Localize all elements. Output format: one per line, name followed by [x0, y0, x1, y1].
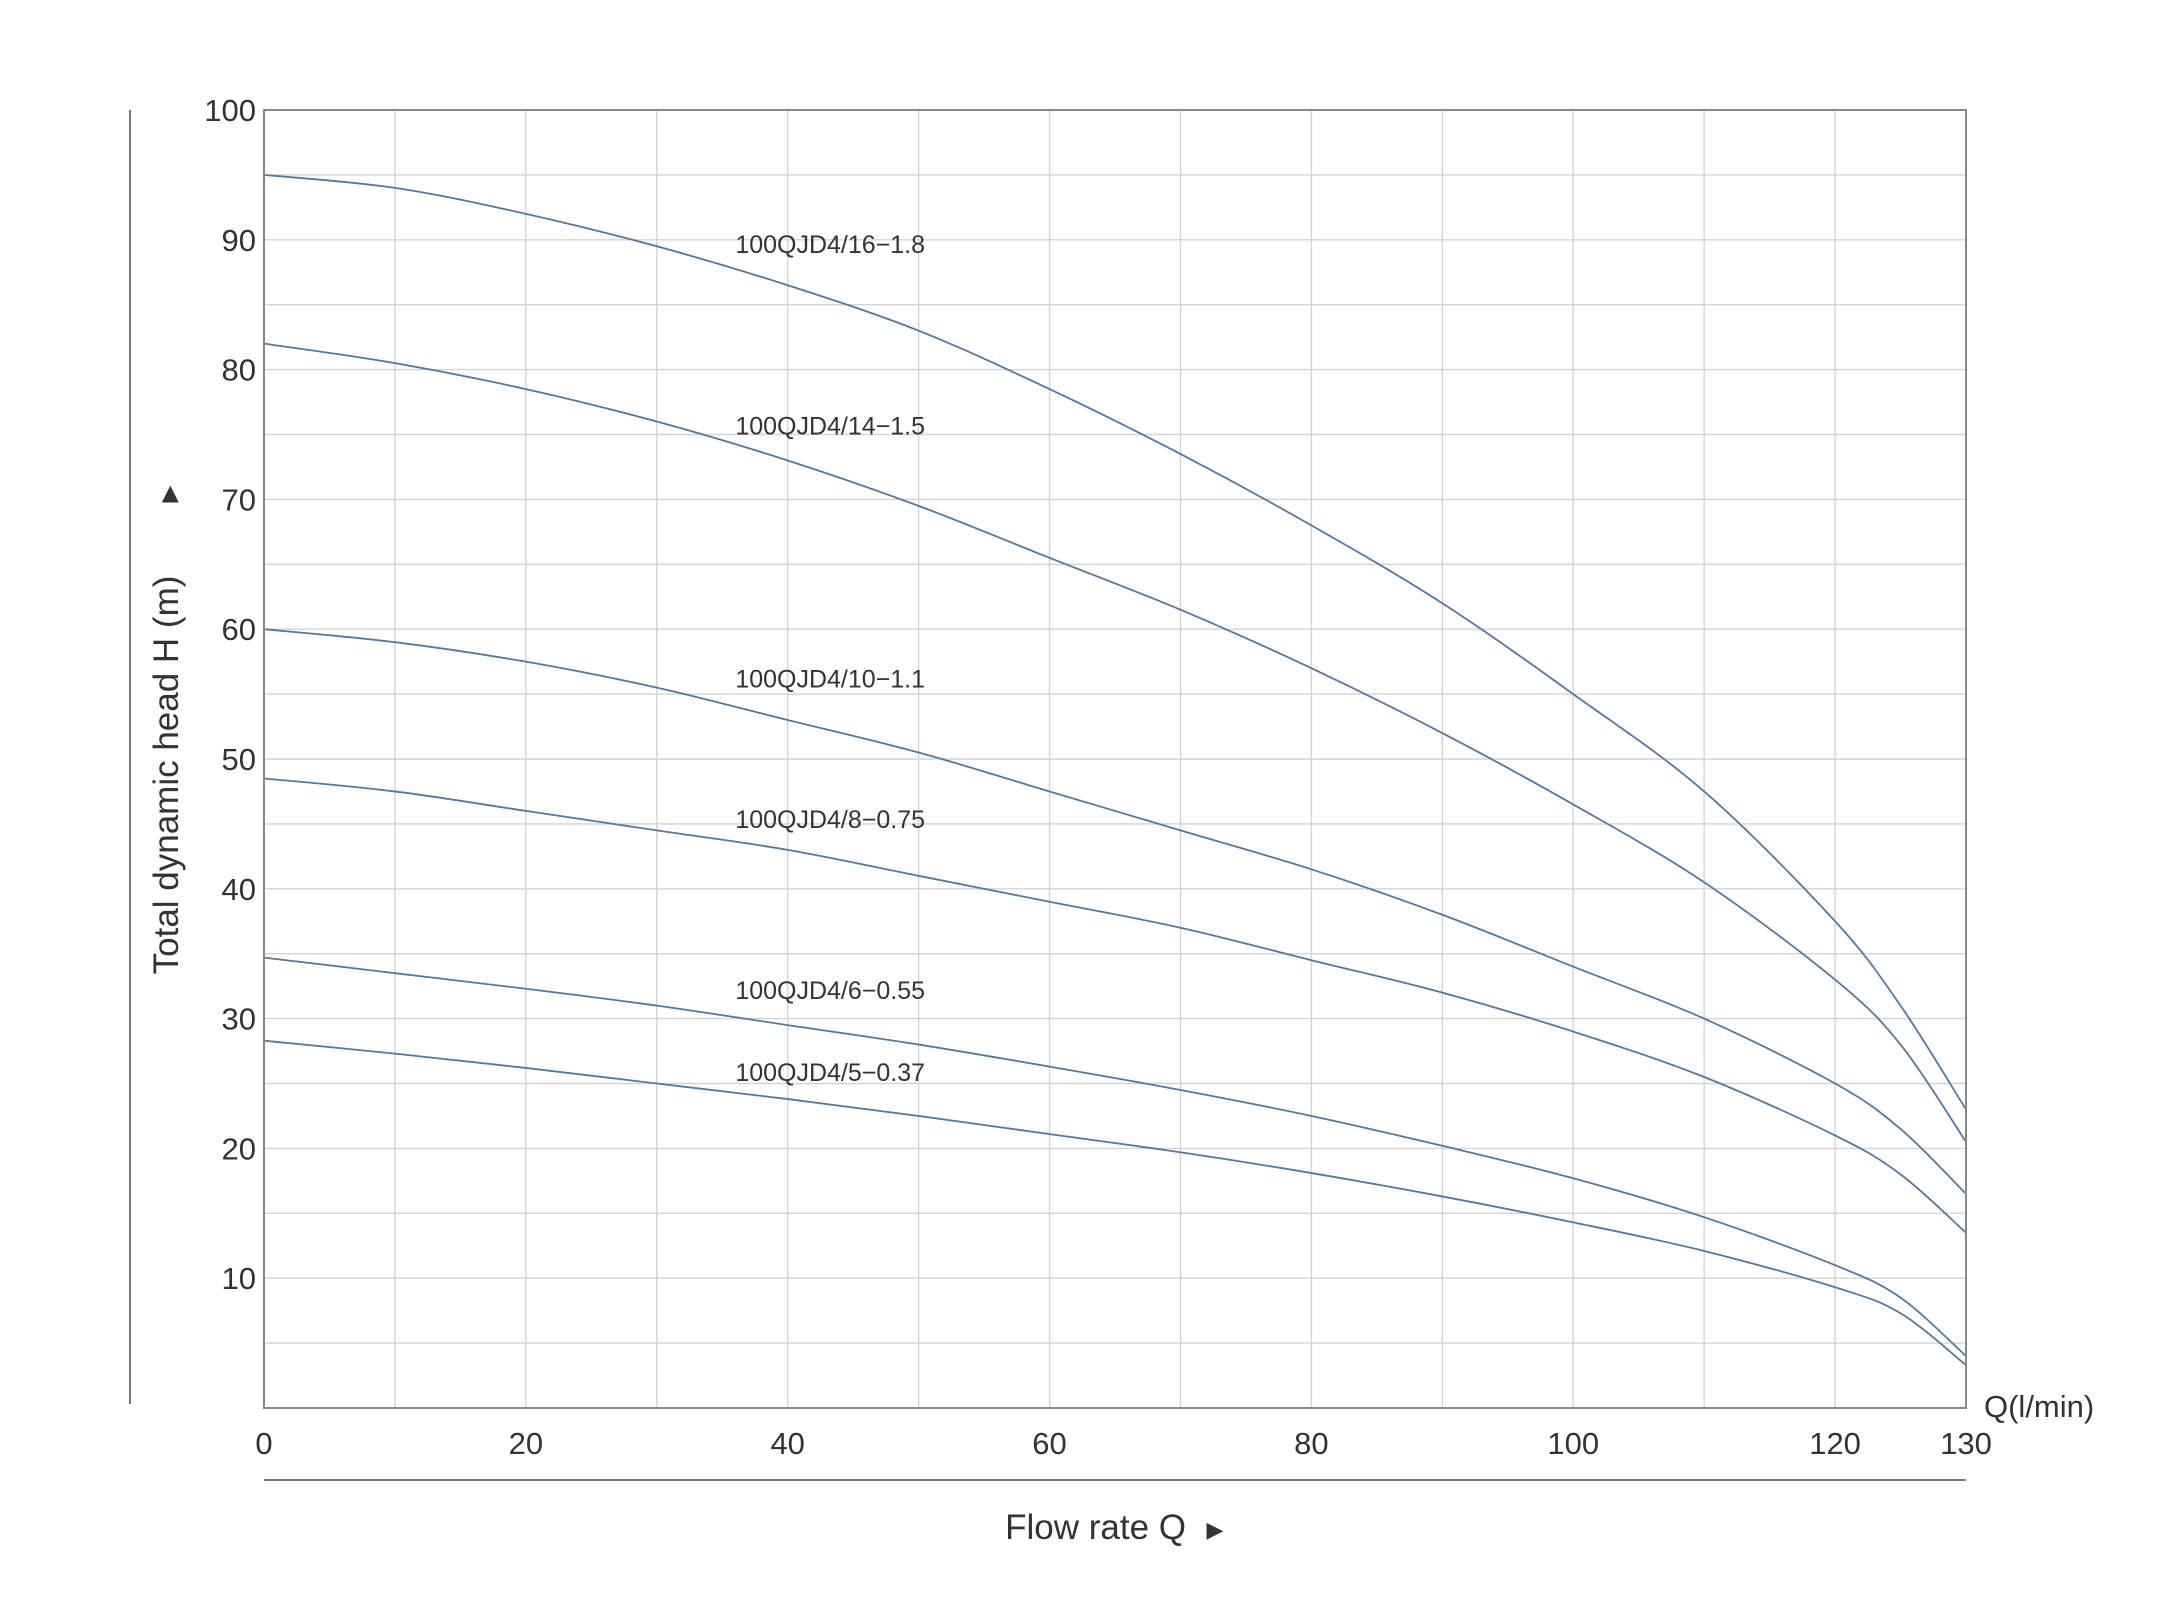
x-tick-label: 0	[255, 1426, 272, 1461]
series-label: 100QJD4/8−0.75	[735, 806, 925, 834]
series-label: 100QJD4/10−1.1	[735, 666, 925, 694]
x-tick-label: 100	[1547, 1426, 1599, 1461]
x-tick-label: 40	[770, 1426, 804, 1461]
y-tick-label: 70	[222, 482, 256, 517]
tick-labels: 0 20 40 60 80 100 120 130 10 20 30 40 50 60 70 80 90 100	[204, 93, 1992, 1461]
y-tick-label: 50	[222, 742, 256, 777]
y-tick-label: 60	[222, 612, 256, 647]
x-tick-label: 120	[1809, 1426, 1861, 1461]
plot-frame	[263, 109, 1967, 1409]
y-tick-label: 10	[222, 1261, 256, 1296]
y-axis-arrow: ▶	[157, 485, 182, 502]
y-tick-label: 90	[222, 223, 256, 258]
series-line	[263, 1039, 1967, 1366]
svg-text:Total dynamic head H (m): Total dynamic head H (m)	[147, 576, 186, 975]
series-line	[263, 174, 1967, 1110]
series-line	[263, 342, 1967, 1143]
x-tick-label: 60	[1032, 1426, 1066, 1461]
y-tick-label: 20	[222, 1131, 256, 1166]
x-axis-arrow: ▶	[1207, 1518, 1224, 1543]
series-labels: 100QJD4/16−1.8 100QJD4/14−1.5 100QJD4/10−1…	[735, 231, 925, 1087]
series-line	[263, 777, 1967, 1234]
series-label: 100QJD4/6−0.55	[735, 977, 925, 1005]
series-line	[263, 956, 1967, 1357]
series-label: 100QJD4/5−0.37	[735, 1059, 925, 1087]
y-axis-title: Total dynamic head H (m) ▶	[147, 485, 186, 974]
x-axis-title: Flow rate Q ▶	[1005, 1508, 1223, 1547]
grid	[264, 110, 1966, 1408]
series-line	[263, 628, 1967, 1195]
y-tick-label: 100	[204, 93, 256, 128]
x-tick-label: 130	[1940, 1426, 1992, 1461]
x-tick-label: 20	[509, 1426, 543, 1461]
y-tick-label: 80	[222, 353, 256, 388]
y-tick-label: 30	[222, 1002, 256, 1037]
svg-text:Flow rate Q: Flow rate Q	[1005, 1508, 1186, 1547]
series-label: 100QJD4/16−1.8	[735, 231, 925, 259]
curves	[263, 174, 1967, 1366]
series-label: 100QJD4/14−1.5	[735, 413, 925, 441]
y-tick-label: 40	[222, 872, 256, 907]
x-tick-label: 80	[1294, 1426, 1328, 1461]
x-unit-label: Q(l/min)	[1984, 1389, 2094, 1424]
